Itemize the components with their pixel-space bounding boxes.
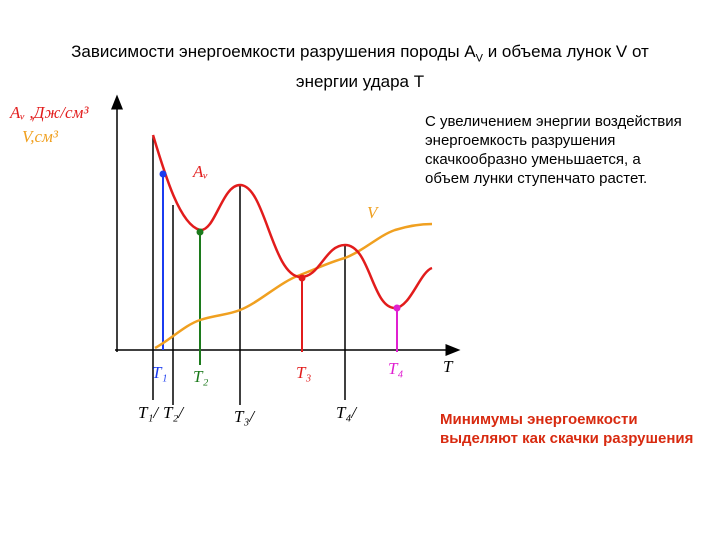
note: С увеличением энергии воздействия энерго… bbox=[425, 113, 682, 187]
title: Зависимости энергоемкости разрушения пор… bbox=[30, 40, 690, 94]
t4-point bbox=[393, 304, 401, 312]
marker-label: T₃ bbox=[296, 363, 311, 382]
boundary-label: T₁/ bbox=[138, 403, 160, 422]
y2-axis-label: V,см³ bbox=[22, 127, 59, 146]
title-text: и объема лунок V от bbox=[487, 42, 649, 61]
volume-curve bbox=[154, 222, 433, 350]
boundary-label: T₄/ bbox=[336, 403, 358, 422]
energy-curve bbox=[151, 134, 433, 310]
x-axis-label: T bbox=[443, 357, 454, 376]
title-subscript: V bbox=[475, 52, 483, 65]
t2-point bbox=[196, 228, 204, 236]
curve-label: Aᵥ bbox=[192, 162, 208, 181]
t3-point bbox=[298, 274, 306, 282]
curve-label: V bbox=[367, 203, 380, 222]
t1-point bbox=[159, 170, 167, 178]
title-text: Зависимости энергоемкости разрушения пор… bbox=[71, 42, 476, 61]
title-text: энергии удара Т bbox=[295, 72, 425, 92]
marker-label: T₄ bbox=[388, 359, 403, 378]
boundary-label: T₃/ bbox=[234, 407, 256, 426]
y-axis-label: Aᵥ ,Дж/см³ bbox=[9, 103, 89, 122]
marker-label: T₂ bbox=[193, 367, 208, 386]
marker-label: T₁ bbox=[152, 363, 167, 382]
conclusion: Минимумы энергоемкости выделяют как скач… bbox=[440, 411, 694, 447]
boundary-label: T₂/ bbox=[163, 403, 185, 422]
boundary-lines bbox=[152, 137, 346, 405]
